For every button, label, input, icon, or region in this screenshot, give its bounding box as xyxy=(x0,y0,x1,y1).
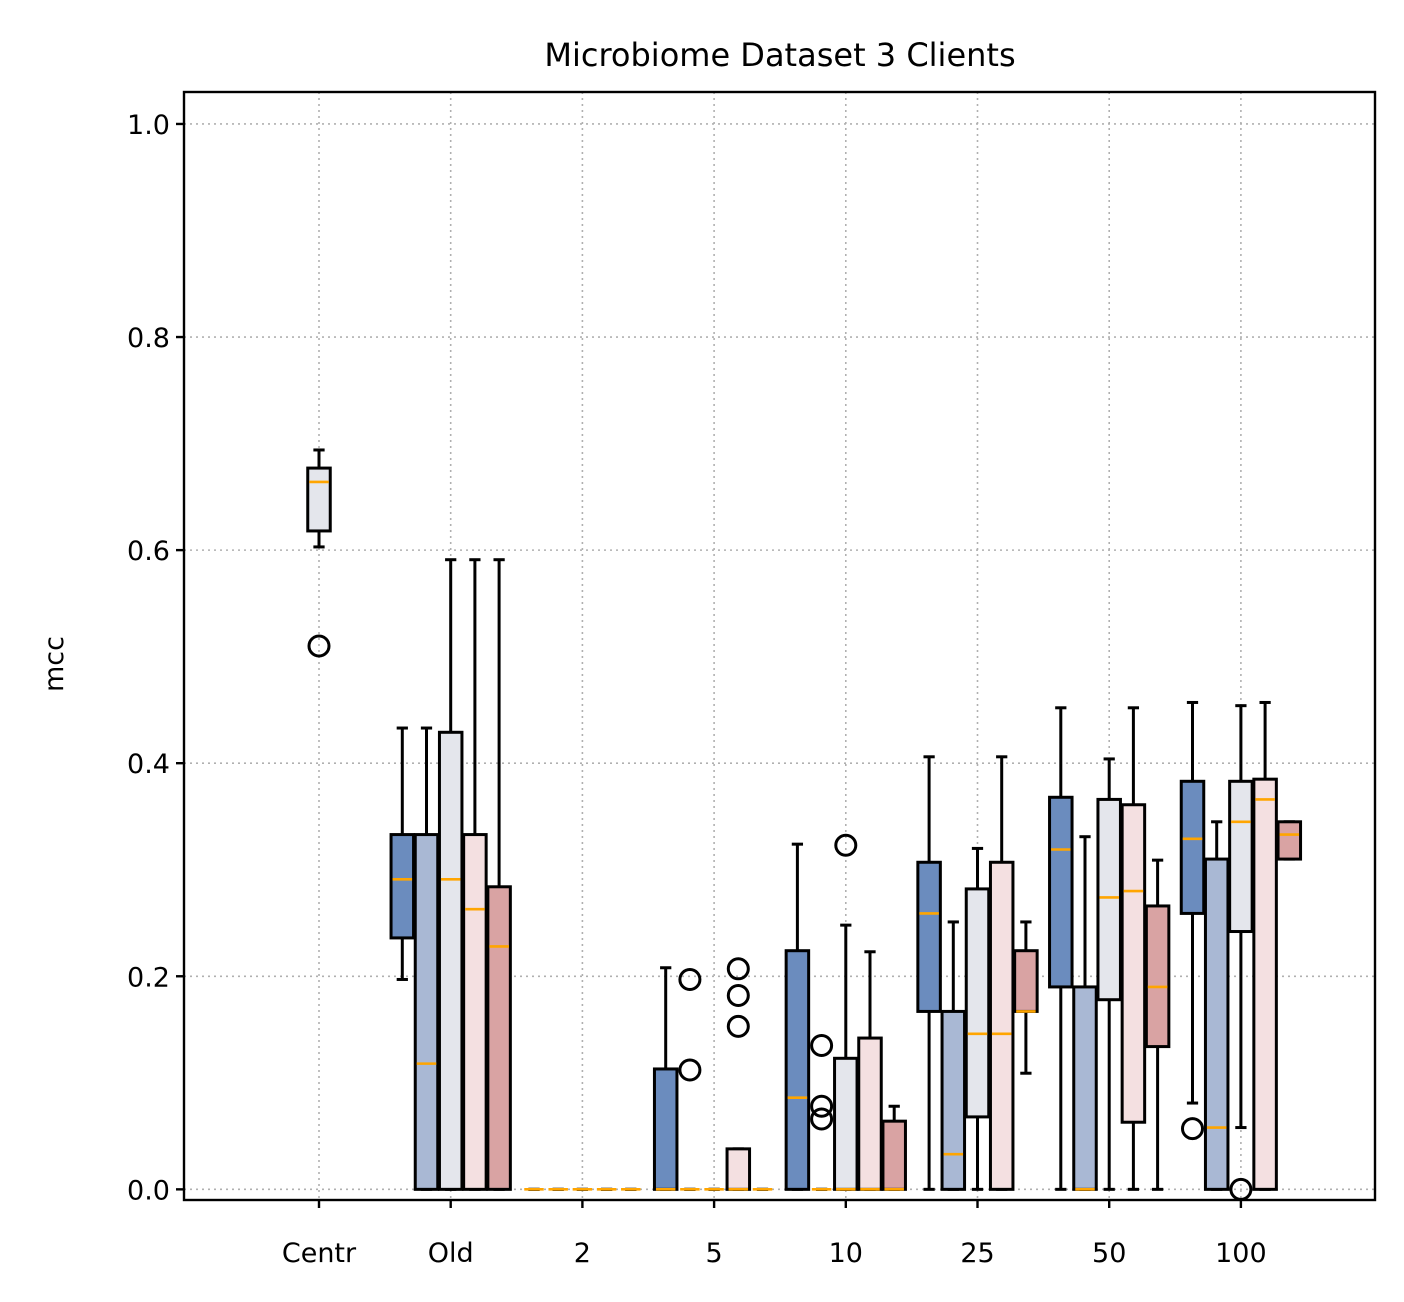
box-body xyxy=(881,1119,907,1191)
outlier-point xyxy=(810,1034,834,1058)
box-50 xyxy=(1144,858,1171,1191)
outlier-point xyxy=(307,634,331,658)
box-body xyxy=(940,1009,967,1191)
box-body xyxy=(725,1147,752,1191)
x-tick-label: 25 xyxy=(960,1238,994,1269)
box-series xyxy=(306,448,1303,1201)
box-10 xyxy=(881,1104,907,1191)
box-body xyxy=(833,1056,859,1191)
plot-frame xyxy=(182,90,1377,1202)
outlier-point xyxy=(810,1107,834,1131)
box-25 xyxy=(940,920,967,1191)
box-body xyxy=(1072,985,1098,1191)
x-tick-label: 100 xyxy=(1215,1238,1267,1269)
box-body xyxy=(486,885,512,1191)
box-body xyxy=(1276,820,1303,861)
y-tick-label: 0.0 xyxy=(127,1175,170,1206)
box-100 xyxy=(1276,820,1303,861)
box-5 xyxy=(652,966,679,1191)
outlier-point xyxy=(678,1058,702,1082)
y-tick-label: 0.2 xyxy=(127,962,170,993)
box-body xyxy=(462,833,488,1191)
box-100 xyxy=(1252,700,1278,1191)
box-body xyxy=(1228,779,1254,934)
box-5 xyxy=(678,967,702,1191)
y-tick-label: 1.0 xyxy=(127,110,170,141)
box-100 xyxy=(1179,700,1206,1141)
box-Old xyxy=(437,558,464,1191)
box-100 xyxy=(1228,704,1254,1201)
x-tick-label: Old xyxy=(428,1238,474,1269)
box-body xyxy=(306,466,332,533)
box-25 xyxy=(1013,920,1039,1075)
box-body xyxy=(437,730,464,1191)
outlier-point xyxy=(810,1094,834,1118)
box-Old xyxy=(413,726,440,1191)
box-5 xyxy=(725,957,752,1191)
box-body xyxy=(784,949,811,1191)
box-body xyxy=(916,860,942,1013)
box-body xyxy=(1120,803,1147,1124)
y-tick-label: 0.6 xyxy=(127,536,170,567)
box-50 xyxy=(1048,706,1074,1191)
x-tick-label: 10 xyxy=(829,1238,863,1269)
box-25 xyxy=(988,755,1015,1191)
outlier-point xyxy=(726,1014,750,1038)
box-50 xyxy=(1096,757,1122,1191)
box-50 xyxy=(1072,835,1098,1191)
box-body xyxy=(857,1036,883,1191)
box-25 xyxy=(964,846,991,1191)
chart-title: Microbiome Dataset 3 Clients xyxy=(544,36,1015,74)
box-body xyxy=(413,833,440,1191)
box-10 xyxy=(833,833,859,1191)
y-tick-label: 0.4 xyxy=(127,749,170,780)
box-body xyxy=(1203,857,1230,1191)
box-Old xyxy=(462,558,488,1191)
box-body xyxy=(1179,779,1206,915)
box-body xyxy=(1048,795,1074,989)
box-body xyxy=(1013,949,1039,1013)
box-Old xyxy=(486,558,512,1191)
box-100 xyxy=(1203,820,1230,1191)
outlier-point xyxy=(1181,1117,1204,1141)
box-body xyxy=(1252,777,1278,1191)
box-10 xyxy=(857,950,883,1191)
y-tick-label: 0.8 xyxy=(127,323,170,354)
box-50 xyxy=(1120,706,1147,1191)
outlier-point xyxy=(834,833,858,857)
x-tick-label: 2 xyxy=(574,1238,591,1269)
outlier-point xyxy=(678,967,702,991)
outlier-point xyxy=(726,957,750,981)
outlier-point xyxy=(726,983,750,1007)
box-body xyxy=(389,833,416,940)
box-body xyxy=(652,1067,679,1191)
x-tick-label: 5 xyxy=(706,1238,723,1269)
y-axis-label: mcc xyxy=(39,636,70,692)
box-Centr xyxy=(306,448,332,658)
box-Old xyxy=(389,726,416,981)
box-body xyxy=(988,860,1015,1191)
grid-lines xyxy=(184,92,1375,1200)
x-tick-label: 50 xyxy=(1092,1238,1126,1269)
box-25 xyxy=(916,755,942,1191)
box-10 xyxy=(810,1034,834,1191)
box-10 xyxy=(784,842,811,1191)
box-body xyxy=(964,887,991,1119)
box-body xyxy=(1096,797,1122,1002)
box-body xyxy=(1144,904,1171,1049)
x-tick-label: Centr xyxy=(282,1238,357,1269)
